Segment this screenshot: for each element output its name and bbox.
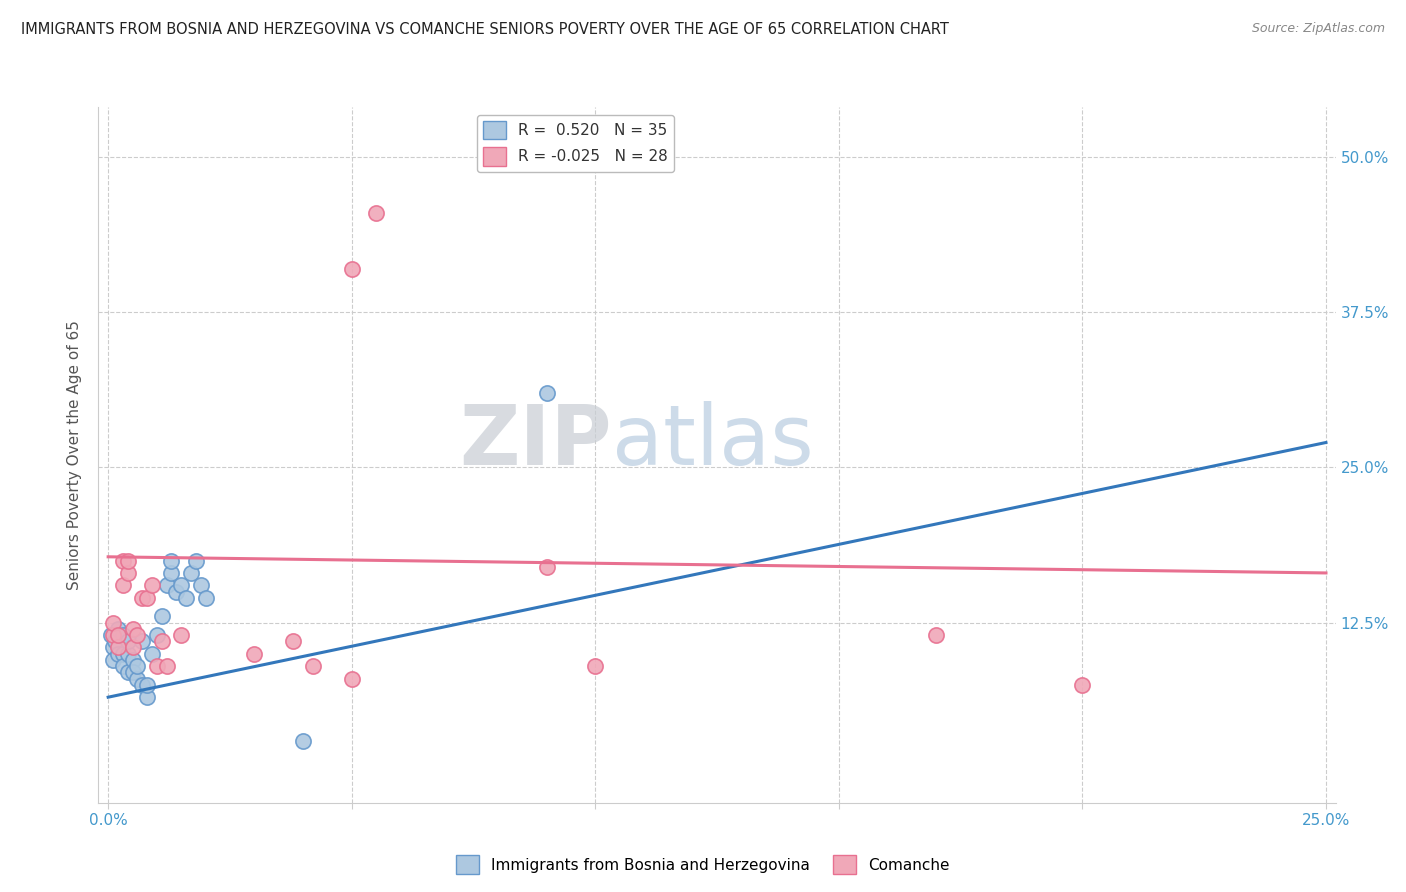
Point	[925, 628, 948, 642]
Point	[136, 591, 159, 605]
Point	[117, 553, 139, 567]
Point	[174, 591, 197, 605]
Point	[127, 659, 149, 673]
Point	[127, 672, 149, 686]
Point	[107, 622, 129, 636]
Point	[121, 653, 143, 667]
Point	[156, 659, 179, 673]
Point	[340, 672, 363, 686]
Point	[243, 647, 266, 661]
Point	[121, 665, 143, 680]
Point	[146, 628, 169, 642]
Point	[107, 628, 129, 642]
Point	[111, 659, 134, 673]
Point	[136, 678, 159, 692]
Text: atlas: atlas	[612, 401, 814, 482]
Point	[150, 634, 173, 648]
Point	[141, 647, 163, 661]
Point	[190, 578, 212, 592]
Legend: R =  0.520   N = 35, R = -0.025   N = 28: R = 0.520 N = 35, R = -0.025 N = 28	[477, 115, 675, 172]
Point	[301, 659, 323, 673]
Point	[292, 733, 315, 747]
Point	[117, 634, 139, 648]
Point	[111, 553, 134, 567]
Point	[121, 640, 143, 655]
Text: IMMIGRANTS FROM BOSNIA AND HERZEGOVINA VS COMANCHE SENIORS POVERTY OVER THE AGE : IMMIGRANTS FROM BOSNIA AND HERZEGOVINA V…	[21, 22, 949, 37]
Point	[107, 640, 129, 655]
Point	[194, 591, 217, 605]
Point	[104, 634, 127, 648]
Point	[170, 628, 193, 642]
Point	[136, 690, 159, 705]
Point	[1071, 678, 1094, 692]
Point	[165, 584, 187, 599]
Point	[117, 647, 139, 661]
Point	[141, 578, 163, 592]
Point	[160, 553, 183, 567]
Point	[170, 578, 193, 592]
Point	[111, 628, 134, 642]
Point	[111, 647, 134, 661]
Point	[583, 659, 606, 673]
Point	[117, 566, 139, 580]
Point	[160, 566, 183, 580]
Point	[101, 615, 124, 630]
Text: ZIP: ZIP	[460, 401, 612, 482]
Point	[131, 678, 153, 692]
Y-axis label: Seniors Poverty Over the Age of 65: Seniors Poverty Over the Age of 65	[67, 320, 83, 590]
Point	[127, 628, 149, 642]
Point	[107, 647, 129, 661]
Point	[111, 578, 134, 592]
Point	[146, 659, 169, 673]
Point	[131, 591, 153, 605]
Point	[340, 261, 363, 276]
Point	[101, 653, 124, 667]
Point	[364, 205, 387, 219]
Point	[184, 553, 207, 567]
Point	[121, 622, 143, 636]
Point	[283, 634, 305, 648]
Text: Source: ZipAtlas.com: Source: ZipAtlas.com	[1251, 22, 1385, 36]
Point	[101, 628, 124, 642]
Point	[117, 665, 139, 680]
Point	[100, 628, 122, 642]
Point	[536, 559, 558, 574]
Point	[156, 578, 179, 592]
Point	[180, 566, 202, 580]
Point	[101, 640, 124, 655]
Point	[150, 609, 173, 624]
Point	[536, 385, 558, 400]
Legend: Immigrants from Bosnia and Herzegovina, Comanche: Immigrants from Bosnia and Herzegovina, …	[450, 849, 956, 880]
Point	[131, 634, 153, 648]
